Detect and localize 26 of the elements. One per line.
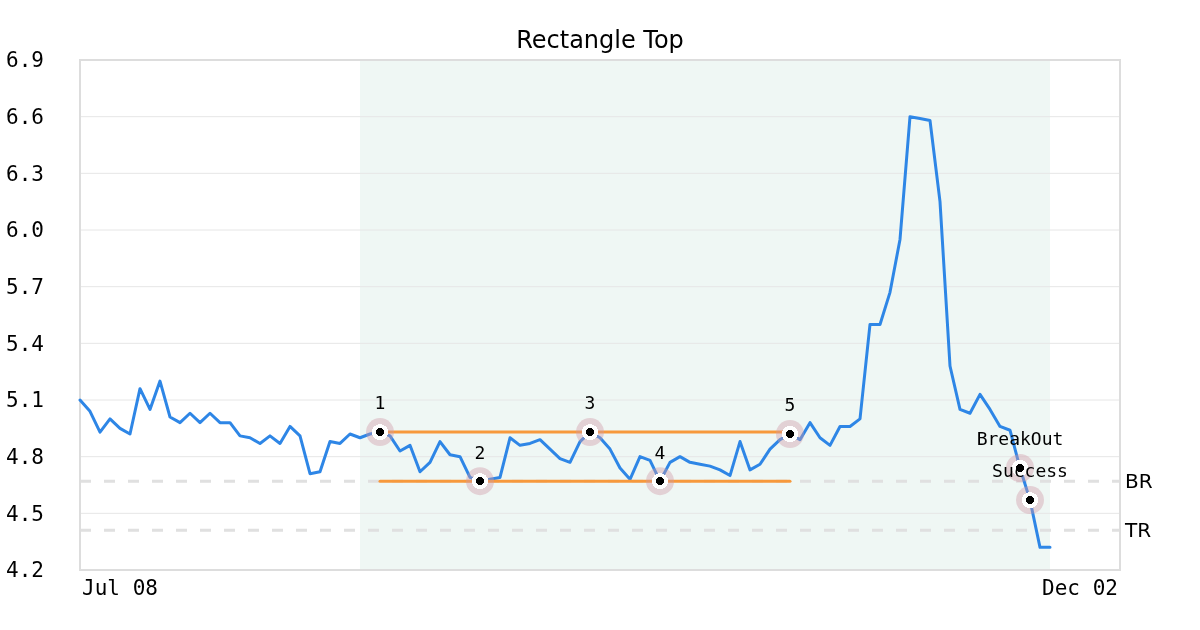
y-tick-label: 4.5 xyxy=(6,501,44,526)
y-tick-label: 5.7 xyxy=(6,275,44,300)
y-tick-label: 4.8 xyxy=(6,445,44,470)
point xyxy=(646,467,674,496)
y-tick-label: 6.3 xyxy=(6,161,44,186)
y-tick-label: 6.6 xyxy=(6,105,44,130)
annotation: 5 xyxy=(784,394,796,416)
annotation: 4 xyxy=(654,441,666,463)
point xyxy=(466,467,494,496)
y-tick-label: 5.1 xyxy=(6,388,44,413)
point xyxy=(366,418,394,447)
ref-line-label: TR xyxy=(1124,518,1152,543)
point xyxy=(776,420,804,448)
ref-line-label: BR xyxy=(1125,469,1153,494)
x-tick-label: Dec 02 xyxy=(1042,576,1118,601)
x-tick-label: Jul 08 xyxy=(82,576,158,601)
annotation: 3 xyxy=(584,392,596,414)
point xyxy=(1016,486,1044,515)
y-tick-label: 4.2 xyxy=(6,558,44,583)
annotation: 1 xyxy=(374,392,386,414)
point xyxy=(576,418,604,447)
y-tick-label: 6.0 xyxy=(6,218,44,243)
chart-title: Rectangle Top xyxy=(516,26,684,55)
y-tick-label: 5.4 xyxy=(6,331,44,356)
annotation: 2 xyxy=(474,441,486,463)
y-tick-label: 6.9 xyxy=(6,48,44,73)
